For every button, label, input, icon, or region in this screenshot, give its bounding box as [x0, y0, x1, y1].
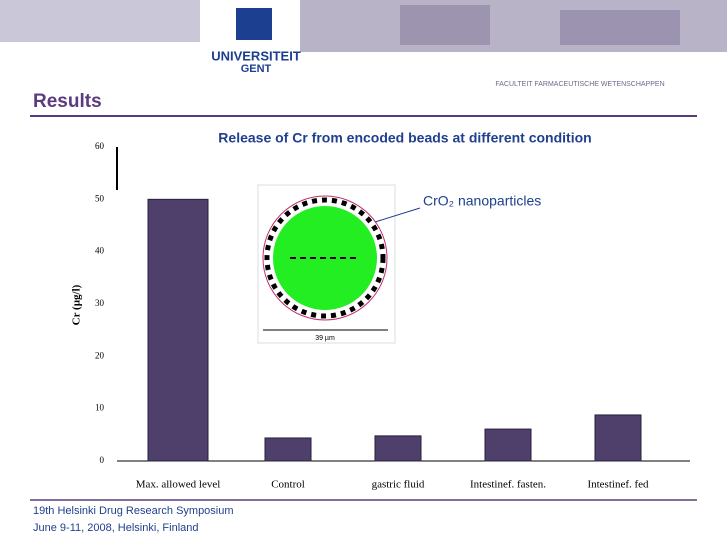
slide-heading: Results [33, 91, 102, 112]
y-tick-label: 30 [95, 298, 105, 308]
annotation: CrO₂ nanoparticles [423, 193, 541, 209]
x-tick-label: gastric fluid [372, 479, 425, 491]
banner-detail [560, 10, 680, 45]
logo-text: UNIVERSITEIT [211, 48, 301, 63]
bar [375, 436, 421, 461]
banner-left [0, 0, 200, 42]
bar [265, 438, 311, 461]
y-tick-label: 0 [100, 455, 105, 465]
y-tick-label: 20 [95, 350, 105, 360]
banner-detail [400, 5, 490, 45]
x-tick-label: Max. allowed level [136, 479, 221, 491]
y-tick-label: 50 [95, 193, 105, 203]
page: {"slide": {"logo_top": "UNIVERSITEIT", "… [0, 0, 727, 544]
scale-label: 39 µm [315, 335, 335, 342]
logo-building [236, 8, 272, 40]
faculty-name: FACULTEIT FARMACEUTISCHE WETENSCHAPPEN [495, 81, 664, 88]
x-tick-label: Intestinef. fed [587, 479, 649, 491]
bar [595, 415, 641, 461]
x-tick-label: Control [271, 479, 305, 491]
footer-text: 19th Helsinki Drug Research Symposium [33, 505, 234, 517]
logo-text: GENT [241, 63, 272, 75]
chart-title: Release of Cr from encoded beads at diff… [218, 130, 591, 146]
y-tick-label: 60 [95, 141, 105, 151]
x-tick-label: Intestinef. fasten. [470, 479, 546, 491]
footer-text: June 9-11, 2008, Helsinki, Finland [33, 522, 199, 534]
y-tick-label: 10 [95, 403, 105, 413]
slide: UNIVERSITEIT GENT FACULTEIT FARMACEUTISC… [0, 0, 727, 544]
y-tick-label: 40 [95, 246, 105, 256]
bar [485, 429, 531, 461]
y-axis-label: Cr (µg/l) [71, 284, 83, 325]
bar [148, 199, 208, 461]
